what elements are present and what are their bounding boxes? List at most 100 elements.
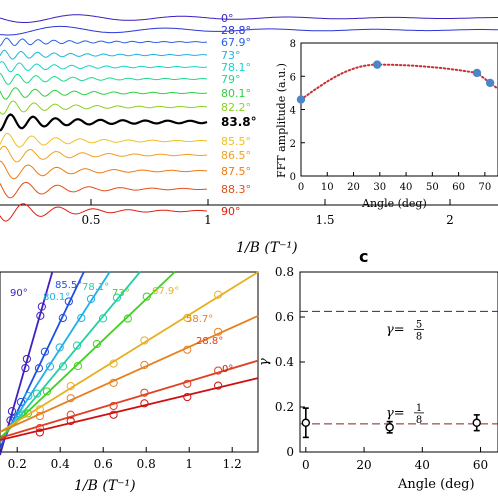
c-y-tick-label: 0.8 <box>275 265 294 279</box>
inset-x-tick-label: 50 <box>426 182 439 193</box>
bl-point <box>21 363 30 373</box>
oscillation-curve <box>0 49 208 60</box>
c-x-label: Angle (deg) <box>397 477 475 492</box>
bl-point <box>58 362 68 371</box>
bl-x-tick-label: 0.6 <box>94 457 113 471</box>
oscillation-curve <box>0 72 208 85</box>
c-ref-denominator: 8 <box>416 331 422 342</box>
bl-point <box>7 407 17 416</box>
curve-label: 78.1° <box>221 61 251 74</box>
c-point <box>385 423 394 432</box>
inset-y-tick-label: 6 <box>290 72 296 83</box>
bl-point <box>66 382 75 391</box>
oscillation-curve <box>0 203 208 222</box>
bl-x-tick-label: 1 <box>185 457 193 471</box>
bl-line-label: 78.1° <box>82 282 109 293</box>
c-y-tick-label: 0 <box>286 445 294 459</box>
oscillation-curves <box>0 14 498 222</box>
bl-fit-line <box>0 359 259 439</box>
bl-point <box>140 360 149 370</box>
bl-point <box>22 354 31 364</box>
oscillation-curve <box>0 14 498 23</box>
bl-line-label: 90° <box>10 288 28 299</box>
inset-y-tick-label: 2 <box>290 139 296 150</box>
curve-label: 73° <box>221 49 241 62</box>
top-x-tick-label: 1.5 <box>315 213 334 227</box>
bl-point <box>45 362 55 371</box>
bl-point <box>66 394 75 403</box>
inset-frame <box>300 42 498 177</box>
bl-point <box>73 361 82 371</box>
bl-point <box>35 428 44 437</box>
oscillation-curve <box>0 132 208 148</box>
bl-ticks: 0.2 0.4 0.6 0.8 1 1.2 <box>8 447 242 471</box>
c-y-tick-label: 0.2 <box>275 400 294 414</box>
inset-point <box>472 68 482 78</box>
bl-point <box>183 313 192 322</box>
curve-label: 83.8° <box>221 115 257 129</box>
bl-line-label: 67.9° <box>152 286 179 297</box>
top-panel: 0.5 1 1.5 2 1/B (T⁻¹) 0°28.8°67.9°73°78.1°7… <box>0 12 498 256</box>
bl-point <box>214 327 223 336</box>
bl-point <box>214 381 223 390</box>
oscillation-curve <box>0 87 208 100</box>
bl-point <box>36 311 45 320</box>
oscillation-curve <box>0 100 208 115</box>
bl-fit-line <box>0 271 111 443</box>
bl-lines: 90° 85.5°80.1° 78.1°73° 67.9° 58.7° 28.8° 0° <box>0 271 259 456</box>
bl-point <box>35 411 44 421</box>
oscillation-curve <box>0 113 208 132</box>
bl-point <box>123 314 132 323</box>
bl-line-label: 85.5° <box>55 280 82 291</box>
c-x-tick-label: 60 <box>473 458 488 472</box>
bl-point <box>183 345 192 354</box>
curve-label: 86.5° <box>221 149 251 162</box>
bl-point <box>140 388 149 397</box>
fft-inset: 0 2 4 6 8 0 10 20 30 40 50 60 70 FFT amplitude (a.u.… <box>275 39 498 210</box>
bl-x-label: 1/B (T⁻¹) <box>74 478 136 494</box>
bl-point <box>214 290 223 299</box>
bl-point <box>77 313 86 323</box>
bl-point <box>142 292 151 301</box>
bl-x-tick-label: 0.2 <box>8 457 27 471</box>
c-ticks: 0 0.2 0.4 0.6 0.8 0 20 40 60 <box>275 265 488 472</box>
bl-fit-line <box>0 271 259 433</box>
bl-line-label: 0° <box>222 364 233 375</box>
bl-point <box>35 423 44 433</box>
bl-point <box>214 366 223 375</box>
inset-fit-curve <box>300 63 498 101</box>
c-point <box>472 418 481 427</box>
bl-point <box>112 293 122 302</box>
bl-point <box>109 410 118 419</box>
c-y-tick-label: 0.6 <box>275 310 294 324</box>
bl-line-label: 80.1° <box>43 292 70 303</box>
bl-point <box>24 391 33 401</box>
inset-y-tick-label: 4 <box>290 106 296 117</box>
inset-x-tick-label: 20 <box>347 182 360 193</box>
oscillation-curve <box>0 181 208 199</box>
bl-point <box>34 364 44 373</box>
bl-point <box>92 339 101 349</box>
inset-x-tick-label: 0 <box>298 182 304 193</box>
oscillation-curve <box>0 37 208 47</box>
c-ref-denominator: 8 <box>416 415 422 426</box>
bl-frame <box>0 271 259 453</box>
curve-label: 87.5° <box>221 165 251 178</box>
bl-point <box>109 401 118 411</box>
bl-point <box>72 341 82 350</box>
bl-fit-line <box>0 271 85 449</box>
top-x-tick-label: 0.5 <box>81 213 100 227</box>
bl-point <box>66 410 75 419</box>
curve-labels: 0°28.8°67.9°73°78.1°79°80.1°82.2°83.8° 85… <box>221 12 257 218</box>
top-x-tick-label: 1 <box>204 213 212 227</box>
bl-line-label: 28.8° <box>196 336 223 347</box>
inset-point <box>296 95 306 104</box>
oscillation-curve <box>0 60 208 73</box>
curve-label: 0° <box>221 12 234 25</box>
c-data: γ= 58γ= 18 <box>300 310 498 439</box>
bl-x-tick-label: 0.4 <box>51 457 70 471</box>
top-x-label: 1/B (T⁻¹) <box>236 240 298 256</box>
bl-point <box>32 389 42 398</box>
bl-point <box>55 343 64 352</box>
